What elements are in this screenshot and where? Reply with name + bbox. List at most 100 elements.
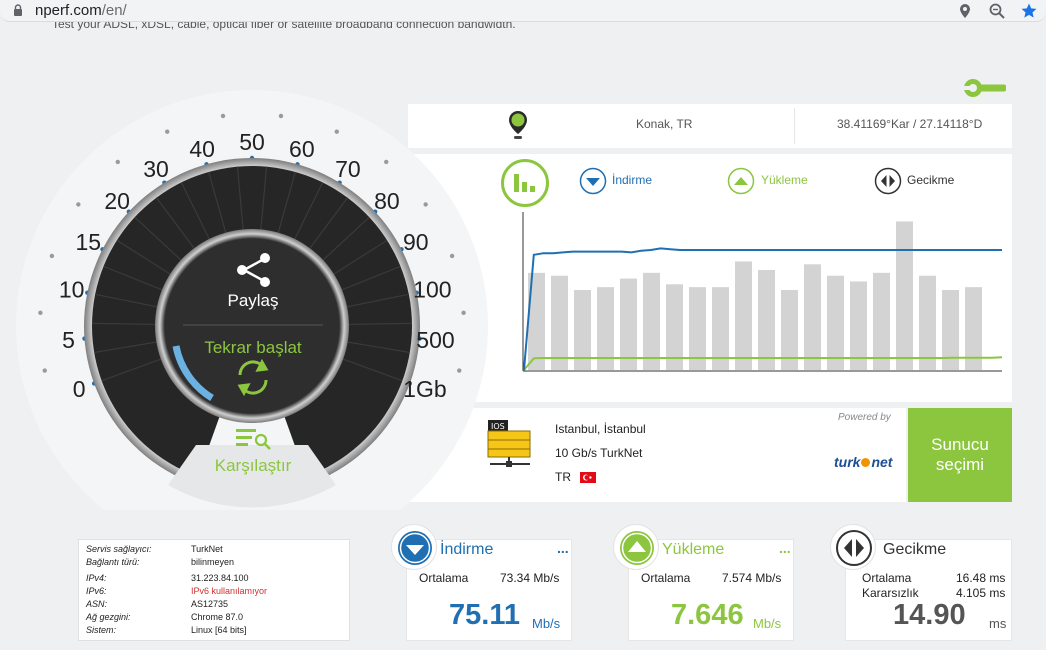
upload-result-title: Yükleme — [662, 541, 725, 558]
info-value: AS12735 — [191, 599, 229, 609]
gauge-tick-line — [155, 197, 196, 250]
gauge-tick-line — [342, 358, 403, 382]
location-divider — [794, 108, 795, 144]
url-text[interactable]: nperf.com/en/ — [35, 2, 127, 19]
compare-button[interactable]: Karşılaştır — [215, 456, 292, 475]
restart-button[interactable]: Tekrar başlat — [204, 338, 302, 357]
gauge-scale-label: 30 — [143, 156, 169, 182]
gauge-dot — [76, 202, 81, 207]
download-avg-value: 73.34 Mb/s — [500, 571, 560, 585]
info-value: bilinmeyen — [191, 557, 235, 567]
latency-legend-icon — [874, 167, 902, 195]
latency-bar — [873, 272, 890, 370]
gauge-dot — [384, 159, 389, 165]
latency-bar — [574, 290, 591, 370]
url-domain: nperf.com — [35, 2, 102, 19]
gauge-tick-line — [340, 265, 401, 291]
download-unit: Mb/s — [532, 616, 561, 631]
logo-part-a: turk — [834, 454, 861, 470]
share-icon[interactable] — [237, 253, 270, 287]
bookmark-star-icon[interactable] — [1020, 2, 1038, 20]
gauge-tick-line — [332, 239, 388, 276]
zoom-icon[interactable] — [988, 2, 1006, 20]
logo-part-b: net — [871, 454, 893, 470]
wrench-icon[interactable] — [962, 77, 1006, 99]
gauge-tick-line — [134, 216, 183, 262]
gauge-tick-line — [116, 239, 172, 276]
download-more-button[interactable]: ... — [557, 540, 569, 556]
upload-series-line — [523, 356, 1003, 371]
latency-bar — [551, 275, 568, 370]
server-city: Istanbul, İstanbul — [555, 422, 646, 436]
gauge-dot — [334, 129, 339, 134]
info-key: Ağ gezgini: — [86, 612, 131, 622]
latency-bar — [712, 287, 729, 370]
turkey-flag-icon — [580, 472, 596, 483]
gauge-dot — [278, 113, 284, 119]
url-path: /en/ — [101, 2, 127, 19]
server-select-button[interactable]: Sunucu seçimi — [908, 408, 1012, 502]
gauge-scale-label: 80 — [374, 188, 400, 214]
latency-unit: ms — [989, 616, 1007, 631]
location-pin-icon[interactable] — [956, 2, 974, 20]
upload-avg-label: Ortalama — [641, 571, 691, 585]
share-button[interactable]: Paylaş — [227, 291, 278, 310]
chart-axes — [522, 212, 1002, 372]
gauge-tick-line — [94, 341, 158, 354]
latency-bar — [735, 261, 752, 370]
info-key: ASN: — [86, 599, 108, 609]
info-key: Sistem: — [86, 625, 117, 635]
powered-by-label: Powered by — [838, 412, 891, 423]
download-legend-icon — [579, 167, 607, 195]
gauge-dot — [38, 310, 43, 315]
download-value: 75.11 — [449, 599, 520, 631]
upload-legend-icon — [727, 167, 755, 195]
gauge-tick-line — [260, 166, 268, 231]
latency-result-card: Gecikme Ortalama 16.48 ms Kararsızlık 4.… — [845, 539, 1012, 641]
gauge-dot — [42, 368, 47, 373]
jitter-label: Kararsızlık — [862, 586, 919, 600]
download-series-line — [523, 247, 1002, 371]
latency-bar — [850, 281, 867, 370]
gauge-tick-line — [236, 166, 244, 231]
gauge-dot — [220, 113, 226, 119]
gauge-scale-label: 100 — [413, 277, 451, 303]
upload-more-button[interactable]: ... — [779, 540, 791, 556]
download-badge — [391, 524, 437, 570]
chart-toggle-icon[interactable] — [500, 158, 550, 208]
refresh-icon[interactable] — [237, 358, 269, 397]
logo-dot — [861, 458, 871, 467]
latency-bar — [942, 290, 959, 370]
speed-chart — [522, 212, 1003, 372]
connection-info-card: Servis sağlayıcı: TurkNet Bağlantı türü: bi… — [78, 539, 350, 641]
download-badge-icon — [398, 531, 432, 565]
latency-bar — [804, 264, 821, 370]
gauge-hub — [155, 229, 349, 423]
gauge-scale-label: 15 — [75, 229, 101, 255]
map-pin-icon — [509, 111, 527, 139]
latency-bar — [781, 290, 798, 370]
browser-url-bar[interactable]: nperf.com/en/ — [0, 0, 1046, 22]
gauge-scale-label: 1Gb — [403, 376, 446, 402]
latency-bar — [620, 278, 637, 370]
gauge-tick-line — [95, 293, 159, 308]
latency-bar — [643, 272, 660, 370]
server-select-line2: seçimi — [935, 455, 985, 474]
info-key: Servis sağlayıcı: — [86, 544, 152, 554]
turknet-logo: turk net — [834, 454, 892, 470]
server-provider: 10 Gb/s TurkNet — [555, 446, 643, 460]
latency-bar — [528, 272, 545, 370]
gauge-ticks — [92, 166, 412, 382]
lock-icon — [14, 4, 22, 16]
gauge-tick-line — [180, 182, 211, 241]
info-key: Bağlantı türü: — [86, 557, 140, 567]
gauge-dot — [115, 159, 120, 165]
gauge-dot — [461, 310, 466, 315]
gauge-progress-arc — [172, 345, 214, 401]
upload-badge-icon — [620, 531, 654, 565]
gauge-compare-base — [168, 445, 336, 508]
gauge-scale-label: 50 — [239, 129, 265, 155]
legend-upload-label: Yükleme — [761, 173, 808, 187]
compare-icon[interactable] — [236, 429, 271, 450]
